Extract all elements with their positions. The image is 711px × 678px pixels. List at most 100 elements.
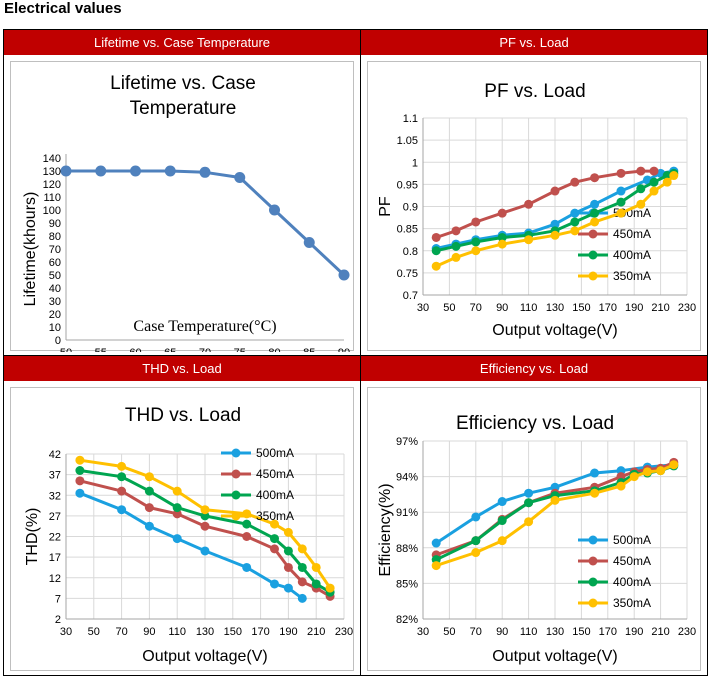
data-point: [130, 165, 141, 177]
data-point: [311, 579, 321, 589]
legend-swatch-marker: [588, 598, 598, 608]
x-tick-label: 230: [678, 302, 696, 314]
data-point: [234, 172, 246, 183]
data-point: [431, 261, 441, 271]
data-point: [590, 468, 600, 478]
data-point: [590, 488, 600, 498]
x-tick-label: 30: [417, 302, 429, 314]
legend-swatch-marker: [588, 577, 598, 587]
data-point: [669, 171, 679, 181]
y-tick-label: 42: [49, 449, 61, 461]
x-tick-label: 50: [88, 626, 100, 638]
y-tick-label: 60: [49, 257, 61, 269]
y-tick-label: 1: [412, 157, 418, 169]
data-point: [497, 232, 507, 242]
x-tick-label: 110: [168, 626, 186, 638]
legend-swatch-marker: [588, 229, 598, 239]
data-point: [431, 232, 441, 242]
panel-header-thd: THD vs. Load: [4, 356, 360, 381]
legend-label: 350mA: [256, 509, 294, 523]
legend-label: 500mA: [613, 533, 651, 547]
chart-title: Lifetime vs. Case: [110, 73, 256, 94]
legend-label: 350mA: [613, 596, 651, 610]
data-point: [431, 561, 441, 571]
data-point: [616, 197, 626, 207]
data-point: [199, 166, 211, 178]
x-tick-label: 80: [268, 347, 280, 352]
x-tick-label: 70: [470, 302, 482, 314]
x-tick-label: 30: [417, 626, 429, 638]
chart-title: Efficiency vs. Load: [456, 413, 614, 434]
x-tick-label: 190: [625, 302, 643, 314]
x-tick-label: 75: [234, 347, 246, 352]
x-tick-label: 90: [143, 626, 155, 638]
y-tick-label: 2: [55, 614, 61, 626]
x-tick-label: 70: [199, 347, 211, 352]
legend-label: 450mA: [256, 467, 294, 481]
panel-header-lifetime: Lifetime vs. Case Temperature: [4, 30, 360, 55]
legend-label: 500mA: [256, 446, 294, 460]
legend-swatch-marker: [588, 250, 598, 260]
data-point: [590, 173, 600, 183]
x-tick-label: 65: [164, 347, 176, 352]
y-tick-label: 30: [49, 296, 61, 308]
data-point: [570, 208, 580, 218]
x-tick-label: 70: [115, 626, 127, 638]
data-point: [431, 538, 441, 548]
y-tick-label: 110: [43, 192, 61, 204]
legend-swatch-marker: [588, 271, 598, 281]
y-tick-label: 100: [43, 205, 61, 217]
x-tick-label: 60: [129, 347, 141, 352]
data-point: [524, 498, 534, 508]
data-point: [270, 544, 279, 554]
y-tick-label: 50: [49, 270, 61, 282]
data-point: [117, 472, 127, 482]
panel-lifetime: Lifetime vs. Case Temperature Lifetime v…: [3, 29, 361, 356]
data-point: [451, 252, 461, 262]
x-tick-label: 170: [599, 302, 617, 314]
panel-efficiency: Efficiency vs. Load Efficiency vs. Load 8…: [360, 355, 708, 676]
legend-label: 350mA: [613, 269, 651, 283]
y-tick-label: 0: [55, 335, 61, 347]
panel-header-efficiency: Efficiency vs. Load: [361, 356, 707, 381]
x-tick-label: 85: [303, 347, 315, 352]
y-tick-label: 0.7: [403, 290, 418, 302]
legend-swatch-marker: [231, 511, 241, 521]
data-point: [117, 461, 127, 471]
legend-swatch-marker: [231, 448, 241, 458]
data-point: [649, 166, 659, 176]
chart-title: PF vs. Load: [484, 81, 585, 102]
panel-header-pf: PF vs. Load: [361, 30, 707, 55]
data-point: [172, 534, 182, 544]
chart-title: THD vs. Load: [125, 405, 241, 426]
y-tick-label: 27: [49, 511, 61, 523]
y-tick-label: 0.95: [397, 179, 418, 191]
data-point: [283, 583, 293, 593]
x-tick-label: 90: [338, 347, 350, 352]
legend-label: 400mA: [613, 575, 651, 589]
data-point: [270, 534, 279, 544]
y-tick-label: 37: [49, 470, 61, 482]
x-tick-label: 190: [279, 626, 297, 638]
data-point: [283, 527, 293, 537]
data-point: [524, 488, 534, 498]
x-axis-label: Case Temperature(°C): [133, 318, 276, 335]
data-point: [117, 505, 127, 515]
x-tick-label: 50: [443, 626, 455, 638]
data-point: [172, 486, 182, 496]
x-tick-label: 110: [520, 626, 538, 638]
data-point: [451, 241, 461, 251]
data-point: [117, 486, 127, 496]
data-point: [242, 532, 252, 541]
data-point: [471, 246, 481, 256]
chart-title: Temperature: [130, 98, 237, 119]
x-tick-label: 70: [470, 626, 482, 638]
chart-pf: PF vs. Load 0.7 0.75 0.8 0.85 0.9 0.95 1 1.05 1.1…: [377, 81, 696, 339]
y-tick-label: 1.1: [403, 113, 418, 125]
data-point: [431, 246, 441, 256]
data-point: [524, 517, 534, 527]
chart-efficiency: Efficiency vs. Load 82% 85% 88% 91% 94% 97% 30 5…: [377, 413, 696, 665]
y-tick-label: 1.05: [397, 135, 418, 147]
series-line-0: [66, 169, 346, 277]
